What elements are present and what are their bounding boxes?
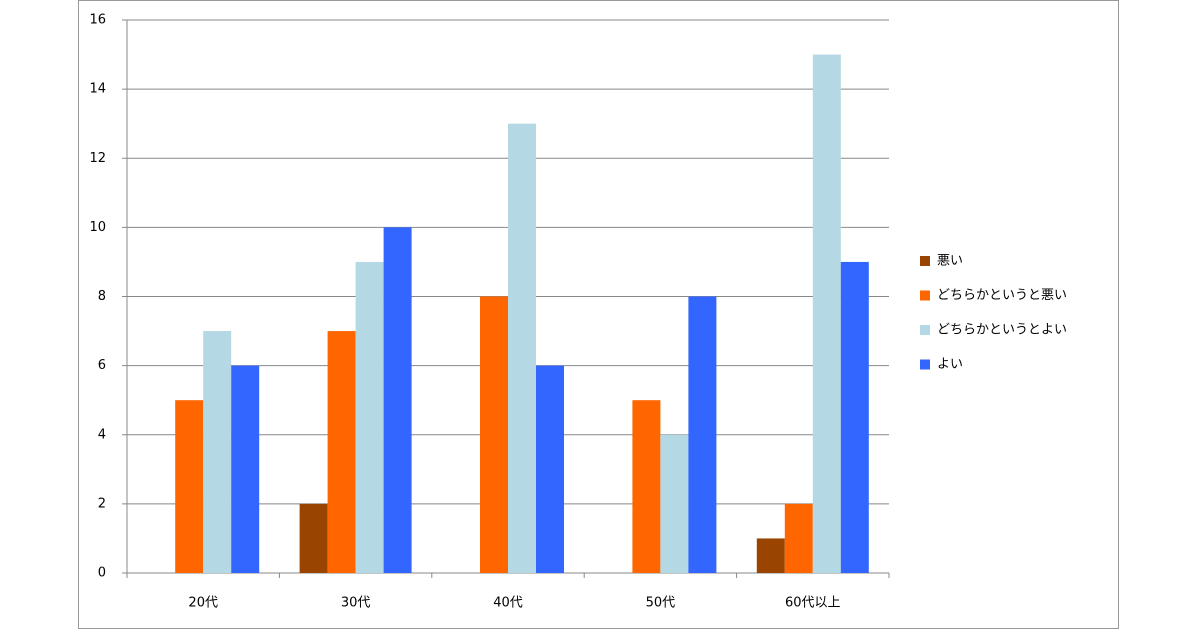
bar	[660, 434, 689, 573]
x-tick-label: 20代	[188, 596, 218, 611]
x-tick-label: 50代	[646, 596, 676, 611]
y-tick-label: 4	[98, 427, 106, 442]
y-tick-label: 2	[98, 496, 106, 511]
x-tick-label: 60代以上	[785, 596, 841, 611]
bar	[812, 54, 841, 573]
legend-swatch	[920, 325, 930, 335]
bar	[203, 331, 232, 573]
bar	[784, 503, 813, 573]
bar	[480, 296, 508, 573]
bar	[508, 123, 536, 573]
bar	[327, 331, 356, 573]
y-tick-label: 10	[89, 220, 106, 235]
y-tick-label: 6	[98, 358, 106, 373]
bar	[355, 261, 384, 573]
x-tick-label: 30代	[341, 596, 371, 611]
legend-swatch	[920, 290, 930, 301]
bar	[383, 227, 412, 573]
y-tick-label: 0	[98, 566, 106, 581]
y-tick-label: 16	[89, 13, 106, 28]
y-tick-label: 12	[89, 151, 106, 166]
bar	[632, 400, 661, 573]
legend-label: よい	[937, 357, 963, 372]
legend-label: どちらかというとよい	[937, 323, 1067, 338]
legend-swatch	[920, 359, 930, 370]
bar	[840, 261, 869, 573]
bar	[299, 503, 328, 573]
x-tick-label: 40代	[493, 596, 523, 611]
legend-label: 悪い	[937, 254, 963, 269]
bar	[536, 365, 564, 573]
bar	[175, 400, 204, 573]
legend-label: どちらかというと悪い	[937, 288, 1067, 303]
bar	[688, 296, 717, 573]
legend-swatch	[920, 256, 930, 266]
y-tick-label: 8	[98, 289, 106, 304]
y-tick-label: 14	[89, 82, 106, 97]
bar	[756, 538, 785, 573]
bar	[231, 365, 260, 573]
